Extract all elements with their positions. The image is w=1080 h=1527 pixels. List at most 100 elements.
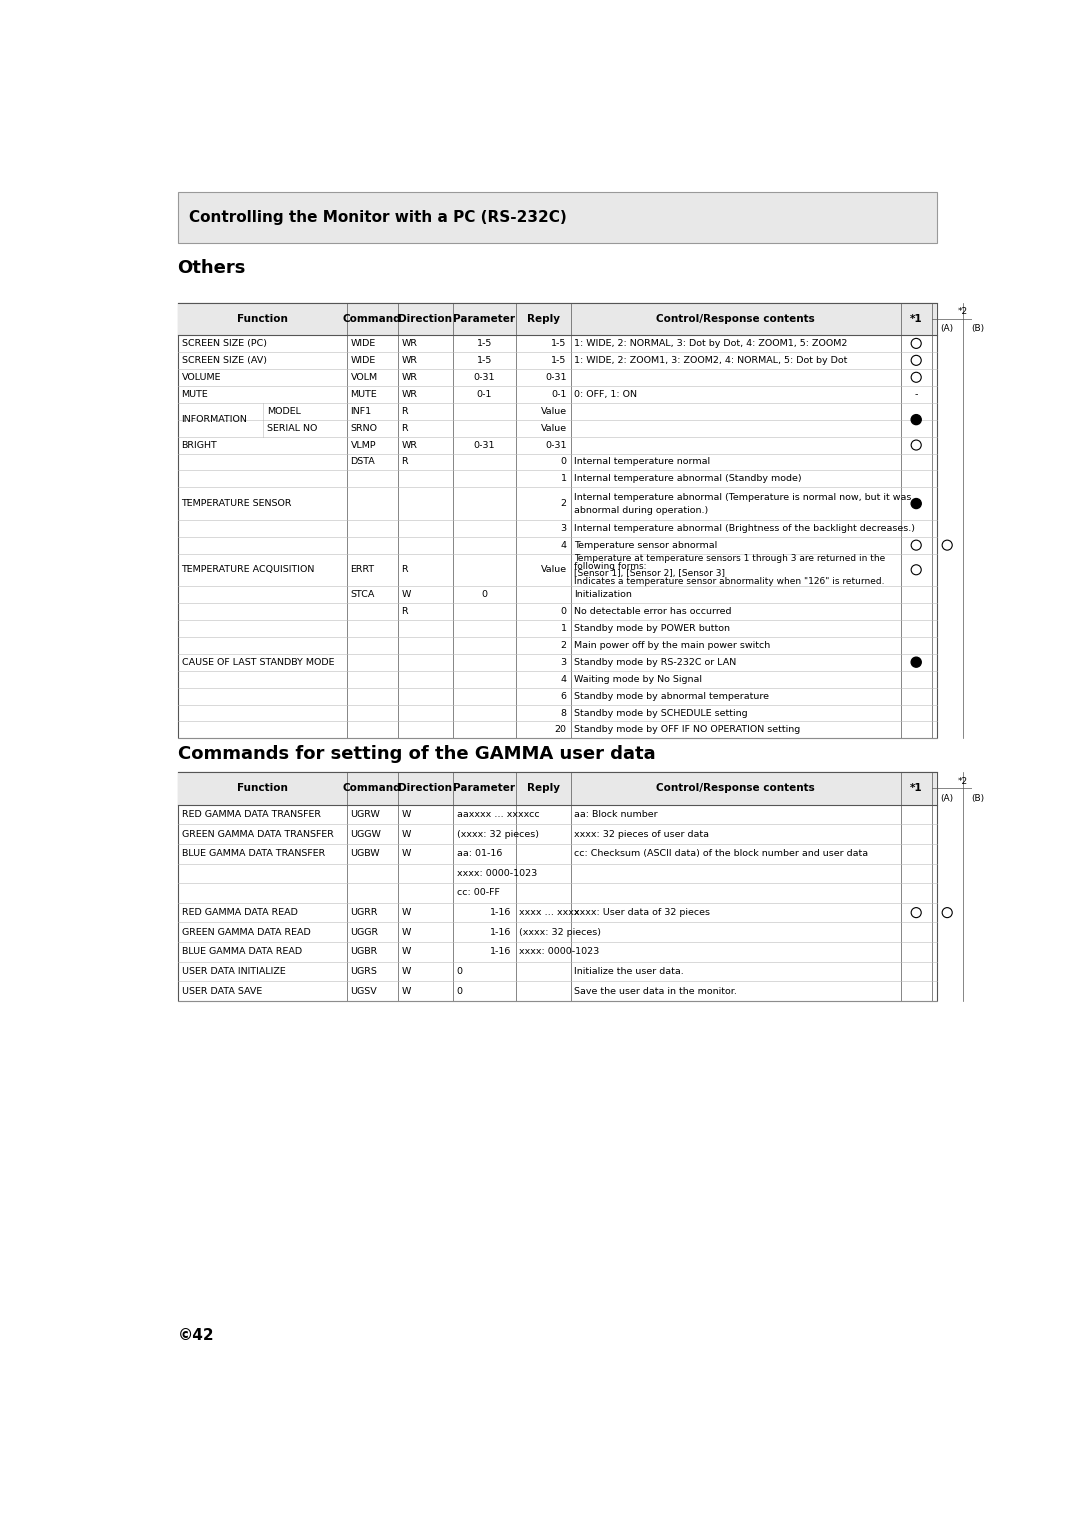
Text: SCREEN SIZE (PC): SCREEN SIZE (PC) — [181, 339, 267, 348]
Text: 4: 4 — [561, 541, 567, 550]
Text: Value: Value — [541, 423, 567, 432]
Text: 8: 8 — [561, 709, 567, 718]
Text: MUTE: MUTE — [181, 389, 208, 399]
Text: W: W — [402, 809, 411, 818]
Bar — [177, 192, 937, 243]
Text: No detectable error has occurred: No detectable error has occurred — [575, 606, 732, 615]
Text: ©42: ©42 — [177, 1328, 214, 1344]
Text: RED GAMMA DATA READ: RED GAMMA DATA READ — [181, 909, 297, 918]
Text: 20: 20 — [555, 725, 567, 734]
Text: UGBW: UGBW — [350, 849, 380, 858]
Text: 1-16: 1-16 — [490, 909, 512, 918]
Text: Standby mode by POWER button: Standby mode by POWER button — [575, 625, 730, 632]
Text: Standby mode by abnormal temperature: Standby mode by abnormal temperature — [575, 692, 769, 701]
Text: W: W — [402, 829, 411, 838]
Text: W: W — [402, 589, 411, 599]
Text: WR: WR — [402, 389, 418, 399]
Text: 1-5: 1-5 — [551, 356, 567, 365]
Text: Value: Value — [541, 565, 567, 574]
Text: [Sensor 1], [Sensor 2], [Sensor 3]: [Sensor 1], [Sensor 2], [Sensor 3] — [575, 570, 726, 579]
Text: (A): (A) — [941, 794, 954, 803]
Text: Control/Response contents: Control/Response contents — [657, 783, 815, 794]
Text: *1: *1 — [909, 783, 922, 794]
Text: WR: WR — [402, 441, 418, 449]
Text: ERRT: ERRT — [350, 565, 375, 574]
Text: STCA: STCA — [350, 589, 375, 599]
Text: UGBR: UGBR — [350, 947, 378, 956]
Text: Control/Response contents: Control/Response contents — [657, 313, 815, 324]
Bar — [177, 773, 937, 1002]
Text: Initialization: Initialization — [575, 589, 632, 599]
Text: aaxxxx … xxxxcc: aaxxxx … xxxxcc — [457, 809, 539, 818]
Text: following forms:: following forms: — [575, 562, 647, 571]
Text: UGRS: UGRS — [350, 967, 377, 976]
Text: SERIAL NO: SERIAL NO — [267, 423, 318, 432]
Text: WR: WR — [402, 373, 418, 382]
Text: Parameter: Parameter — [454, 783, 515, 794]
Text: Temperature sensor abnormal: Temperature sensor abnormal — [575, 541, 718, 550]
Text: 0-31: 0-31 — [545, 373, 567, 382]
Text: Controlling the Monitor with a PC (RS-232C): Controlling the Monitor with a PC (RS-23… — [189, 211, 567, 224]
Text: BLUE GAMMA DATA READ: BLUE GAMMA DATA READ — [181, 947, 301, 956]
Text: W: W — [402, 967, 411, 976]
Text: Internal temperature abnormal (Brightness of the backlight decreases.): Internal temperature abnormal (Brightnes… — [575, 524, 916, 533]
Text: VLMP: VLMP — [350, 441, 376, 449]
Text: *2: *2 — [958, 777, 968, 786]
Text: Direction: Direction — [399, 783, 453, 794]
Text: RED GAMMA DATA TRANSFER: RED GAMMA DATA TRANSFER — [181, 809, 321, 818]
Text: (B): (B) — [972, 324, 985, 333]
Text: -: - — [915, 389, 918, 399]
Text: R: R — [402, 406, 408, 415]
Circle shape — [912, 657, 921, 667]
Text: xxxx … xxxx: xxxx … xxxx — [519, 909, 580, 918]
Text: 1: 1 — [561, 625, 567, 632]
Text: INFORMATION: INFORMATION — [181, 415, 247, 425]
Text: DSTA: DSTA — [350, 458, 375, 466]
Text: (xxxx: 32 pieces): (xxxx: 32 pieces) — [457, 829, 539, 838]
Text: W: W — [402, 849, 411, 858]
Text: UGGR: UGGR — [350, 928, 379, 936]
Text: cc: 00-FF: cc: 00-FF — [457, 889, 499, 898]
Text: xxxx: User data of 32 pieces: xxxx: User data of 32 pieces — [575, 909, 711, 918]
Text: Command: Command — [342, 313, 402, 324]
Text: 0-31: 0-31 — [545, 441, 567, 449]
Text: *2: *2 — [958, 307, 968, 316]
Text: Direction: Direction — [399, 313, 453, 324]
Text: SRNO: SRNO — [350, 423, 377, 432]
Text: Reply: Reply — [527, 313, 559, 324]
Text: R: R — [402, 423, 408, 432]
Text: *1: *1 — [909, 313, 922, 324]
Text: MODEL: MODEL — [267, 406, 300, 415]
Text: abnormal during operation.): abnormal during operation.) — [575, 505, 708, 515]
Text: Save the user data in the monitor.: Save the user data in the monitor. — [575, 986, 738, 996]
Text: BLUE GAMMA DATA TRANSFER: BLUE GAMMA DATA TRANSFER — [181, 849, 325, 858]
Text: xxxx: 0000-1023: xxxx: 0000-1023 — [457, 869, 537, 878]
Text: 1-16: 1-16 — [490, 928, 512, 936]
Text: INF1: INF1 — [350, 406, 372, 415]
Text: Indicates a temperature sensor abnormality when "126" is returned.: Indicates a temperature sensor abnormali… — [575, 577, 885, 586]
Text: Function: Function — [237, 313, 287, 324]
Text: 6: 6 — [561, 692, 567, 701]
Text: 0: 0 — [457, 986, 462, 996]
Text: 1-16: 1-16 — [490, 947, 512, 956]
Text: aa: 01-16: aa: 01-16 — [457, 849, 502, 858]
Text: UGGW: UGGW — [350, 829, 381, 838]
Text: 2: 2 — [561, 499, 567, 508]
Text: Parameter: Parameter — [454, 313, 515, 324]
Text: aa: Block number: aa: Block number — [575, 809, 658, 818]
Text: 2: 2 — [561, 641, 567, 651]
Text: UGRR: UGRR — [350, 909, 378, 918]
Text: Standby mode by SCHEDULE setting: Standby mode by SCHEDULE setting — [575, 709, 748, 718]
Circle shape — [912, 498, 921, 508]
Text: UGRW: UGRW — [350, 809, 380, 818]
Text: R: R — [402, 458, 408, 466]
Text: xxxx: 0000-1023: xxxx: 0000-1023 — [519, 947, 599, 956]
Text: GREEN GAMMA DATA READ: GREEN GAMMA DATA READ — [181, 928, 310, 936]
Text: W: W — [402, 947, 411, 956]
Text: (A): (A) — [941, 324, 954, 333]
Text: R: R — [402, 565, 408, 574]
Text: 1-5: 1-5 — [476, 339, 491, 348]
Text: 0-31: 0-31 — [473, 373, 495, 382]
Text: Main power off by the main power switch: Main power off by the main power switch — [575, 641, 771, 651]
Text: Function: Function — [237, 783, 287, 794]
